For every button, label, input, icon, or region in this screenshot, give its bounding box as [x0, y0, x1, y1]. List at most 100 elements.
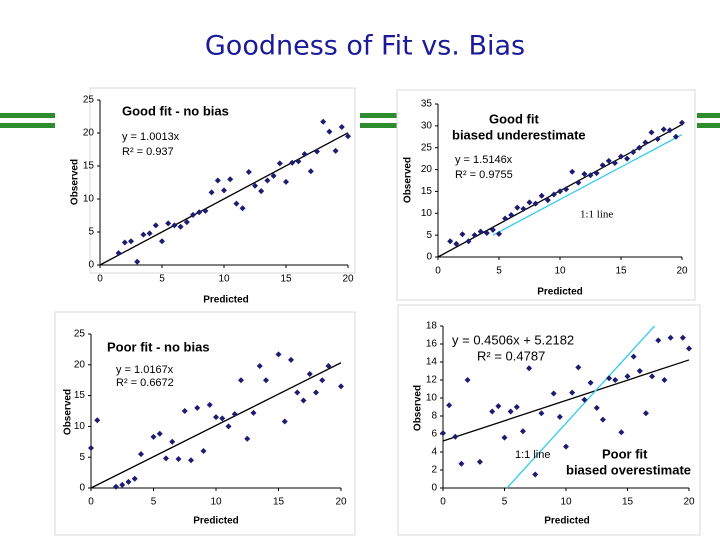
data-point	[231, 411, 238, 418]
y-tick-label: 0	[88, 260, 94, 271]
annotation: R² = 0.4787	[477, 348, 545, 363]
chart-panel	[54, 311, 356, 536]
data-point	[569, 168, 576, 175]
data-point	[476, 458, 483, 465]
data-point	[115, 250, 122, 257]
data-point	[495, 403, 502, 410]
data-point	[113, 483, 119, 490]
y-tick-label: 35	[421, 99, 433, 110]
data-point	[188, 457, 194, 464]
bar-decor	[360, 113, 398, 118]
y-axis-label: Observed	[413, 385, 424, 431]
data-point	[593, 404, 600, 411]
data-point	[131, 475, 138, 482]
x-axis-label: Predicted	[544, 516, 590, 527]
annotation: y = 1.5146x	[455, 154, 513, 166]
data-point	[175, 456, 182, 463]
data-point	[190, 211, 196, 218]
y-tick-label: 10	[83, 194, 95, 205]
data-point	[125, 478, 132, 485]
data-point	[471, 232, 478, 239]
data-point	[452, 433, 459, 440]
data-point	[338, 383, 344, 390]
trend-line	[492, 134, 683, 236]
x-tick-label: 10	[560, 497, 572, 508]
y-tick-label: 0	[431, 483, 437, 494]
data-point	[538, 410, 545, 417]
chart: 0 5 10 15 20 0 2 4 6 8 10 12 14 16 18 Predicted Observed…	[397, 304, 701, 536]
data-point	[128, 238, 134, 245]
data-point	[325, 363, 332, 370]
x-tick-label: 20	[342, 274, 354, 285]
data-point	[575, 179, 582, 186]
data-point	[630, 149, 637, 156]
y-tick-label: 10	[426, 393, 438, 404]
annotation: 1:1 line	[515, 449, 550, 461]
data-point	[326, 128, 333, 135]
annotation: y = 1.0167x	[116, 364, 174, 376]
data-point	[306, 371, 313, 378]
data-point	[283, 178, 289, 185]
data-point	[655, 337, 662, 344]
data-point	[654, 135, 661, 142]
y-tick-label: 4	[431, 447, 437, 458]
data-point	[624, 155, 631, 162]
data-point	[544, 197, 551, 204]
data-point	[446, 402, 453, 409]
data-point	[227, 176, 234, 183]
data-point	[281, 418, 288, 425]
data-point	[660, 126, 667, 133]
data-point	[134, 258, 141, 265]
data-point	[550, 390, 557, 397]
annotation: Good fit	[489, 111, 539, 126]
data-point	[648, 129, 655, 136]
x-tick-label: 10	[210, 497, 222, 508]
data-point	[513, 404, 520, 410]
data-point	[612, 377, 619, 383]
data-point	[611, 160, 618, 167]
data-point	[686, 345, 692, 352]
x-tick-label: 0	[88, 497, 94, 508]
data-point	[263, 377, 269, 384]
y-tick-label: 10	[74, 421, 86, 432]
annotation: R² = 0.6672	[116, 377, 174, 389]
data-point	[666, 127, 673, 134]
data-point	[294, 389, 301, 396]
data-point	[288, 356, 294, 363]
annotation: y = 1.0013x	[122, 131, 180, 143]
data-point	[538, 192, 545, 199]
data-point	[225, 423, 232, 430]
data-point	[121, 239, 128, 246]
annotation: Good fit - no bias	[122, 103, 229, 118]
data-point	[276, 160, 283, 167]
data-point	[447, 238, 454, 245]
data-point	[219, 415, 226, 422]
data-point	[275, 351, 282, 358]
x-tick-label: 10	[218, 274, 230, 285]
data-point	[483, 229, 490, 236]
y-tick-label: 15	[421, 186, 433, 197]
trend-line	[90, 362, 342, 489]
data-point	[214, 177, 221, 184]
data-point	[256, 363, 263, 370]
data-point	[244, 435, 251, 442]
trend-line	[442, 359, 690, 442]
annotation: y = 0.4506x + 5.2182	[452, 332, 574, 347]
data-point	[587, 172, 594, 179]
bar-decor	[697, 113, 720, 118]
data-point	[159, 238, 165, 245]
chart: 0 5 10 15 20 0 5 10 15 20 25 Predicted Observed Good …	[70, 87, 356, 306]
data-point	[196, 209, 203, 216]
x-tick-label: 15	[622, 497, 634, 508]
data-point	[502, 215, 509, 222]
data-point	[532, 200, 539, 207]
data-point	[501, 434, 508, 441]
x-tick-label: 15	[280, 274, 292, 285]
x-tick-label: 20	[676, 266, 688, 277]
data-point	[661, 377, 668, 383]
data-point	[252, 182, 258, 189]
data-point	[672, 133, 679, 140]
x-axis-label: Predicted	[537, 287, 583, 298]
data-point	[550, 191, 557, 198]
